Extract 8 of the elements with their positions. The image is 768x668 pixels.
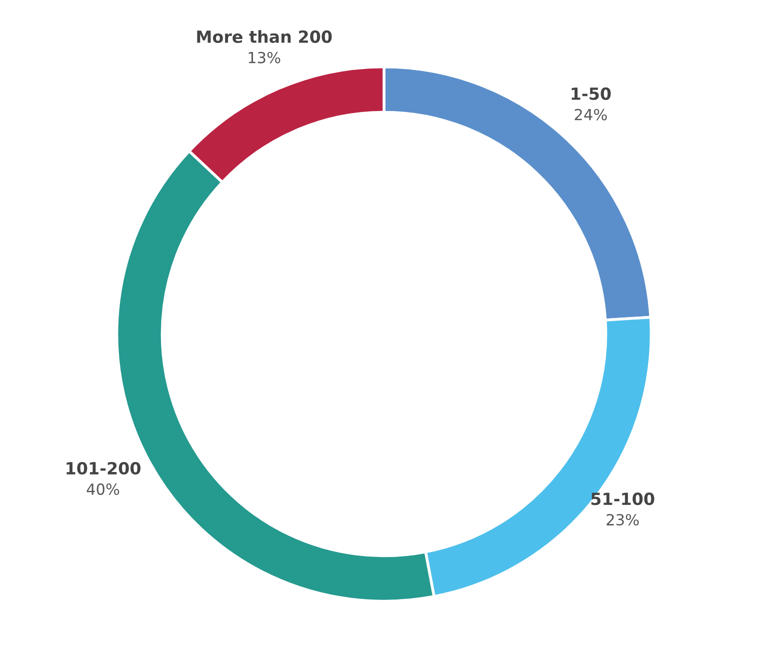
slice-label: More than 200 xyxy=(197,30,332,43)
data-label: 40% xyxy=(86,483,120,495)
slice-label: 101-200 xyxy=(66,462,140,475)
slice-label: 1-50 xyxy=(572,87,611,100)
data-label: 24% xyxy=(574,108,607,120)
data-label: 13% xyxy=(248,52,280,64)
data-label: 23% xyxy=(606,514,639,526)
slice-label: 51-100 xyxy=(591,492,654,506)
